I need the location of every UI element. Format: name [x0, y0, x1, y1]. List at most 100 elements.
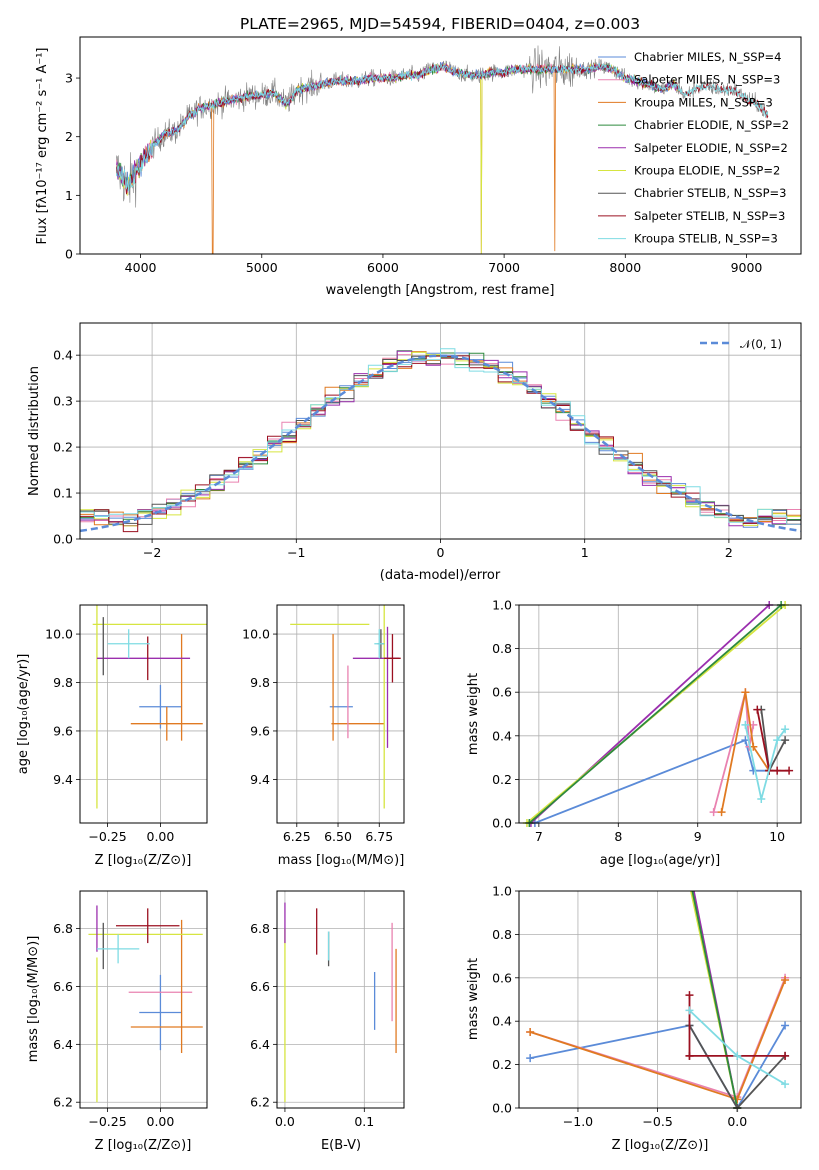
- weight-marker: [526, 1028, 535, 1037]
- residual-histograms: [79, 348, 802, 533]
- residual-legend: 𝒩(0, 1): [700, 337, 782, 351]
- age-m-points: [290, 605, 401, 809]
- w-z-axes: −1.0 −0.5 0.0 0.0 0.2 0.4 0.6 0.8 1.0: [492, 884, 747, 1130]
- x-tick-label: 0.0: [727, 1114, 747, 1129]
- y-tick-label: 6.4: [250, 1037, 270, 1052]
- weight-marker: [785, 766, 794, 775]
- y-tick-label: 0.0: [53, 532, 73, 547]
- residual-axes: −2 −1 0 1 2 0.0 0.1 0.2 0.3 0.4: [53, 348, 733, 560]
- mass-z-grid: [80, 891, 207, 1108]
- weight-line-kroupa-miles: [720, 692, 770, 813]
- x-tick-label: −1: [287, 545, 305, 560]
- model-spectrum-salpeter-elodie: [116, 62, 680, 189]
- weight-marker: [526, 1054, 535, 1063]
- x-tick-label: 8000: [609, 260, 641, 275]
- w-z-grid: [519, 890, 801, 1109]
- x-tick-label: −1.0: [563, 1114, 593, 1129]
- weight-marker: [781, 1021, 790, 1030]
- legend-label: Kroupa ELODIE, N_SSP=2: [634, 164, 780, 178]
- normal-curve: [79, 354, 802, 533]
- w-age-frame: [518, 604, 802, 824]
- spectrum-lines: [116, 45, 769, 254]
- mass-ebv-grid: [277, 891, 404, 1108]
- errorbar-point: [130, 706, 203, 741]
- y-tick-label: 0.4: [492, 1014, 512, 1029]
- y-tick-label: 0.2: [492, 1057, 512, 1072]
- y-tick-label: 9.6: [53, 723, 73, 738]
- x-tick-label: 6.50: [324, 829, 352, 844]
- weight-line-chabrier-stelib: [688, 1025, 786, 1108]
- age-z-frame: [79, 604, 208, 824]
- y-tick-label: 0.8: [492, 641, 512, 656]
- x-tick-label: 1: [581, 545, 589, 560]
- x-tick-label: 6.75: [365, 829, 393, 844]
- x-tick-label: 0.0: [275, 1114, 295, 1129]
- x-tick-label: 6000: [367, 260, 399, 275]
- age-m-grid: [277, 605, 404, 823]
- normal-legend-label: 𝒩(0, 1): [740, 337, 782, 351]
- y-tick-label: 6.8: [53, 921, 73, 936]
- weight-line-chabrier-elodie: [691, 891, 739, 1108]
- mass-ebv-axes: 0.0 0.1 6.2 6.4 6.6 6.8: [250, 921, 374, 1129]
- weight-marker: [757, 795, 766, 804]
- y-tick-label: 0.1: [53, 486, 73, 501]
- w-z-xlabel: Z [log₁₀(Z/Z⊙)]: [612, 1138, 709, 1153]
- y-tick-label: 9.4: [250, 772, 270, 787]
- legend-label: Salpeter ELODIE, N_SSP=2: [634, 141, 788, 155]
- weight-marker: [781, 736, 790, 745]
- residual-panel: −2 −1 0 1 2 0.0 0.1 0.2 0.3 0.4 (data-model)/erro…: [27, 322, 802, 583]
- y-tick-label: 6.4: [53, 1037, 73, 1052]
- y-tick-label: 10.0: [242, 627, 270, 642]
- weight-marker: [741, 688, 750, 697]
- errorbar-point: [96, 934, 140, 964]
- legend-label: Chabrier STELIB, N_SSP=3: [634, 186, 786, 200]
- x-tick-label: 0: [437, 545, 445, 560]
- x-tick-label: 7: [535, 829, 543, 844]
- y-tick-label: 0.4: [53, 348, 73, 363]
- y-tick-label: 0.0: [492, 1101, 512, 1116]
- y-tick-label: 1.0: [492, 884, 512, 899]
- x-tick-label: 7000: [488, 260, 520, 275]
- spectrum-legend: Chabrier MILES, N_SSP=4 Salpeter MILES, N…: [598, 50, 789, 246]
- weight-marker: [709, 808, 718, 817]
- spectrum-panel: PLATE=2965, MJD=54594, FIBERID=0404, z=0…: [35, 15, 802, 298]
- x-tick-label: 6.25: [283, 829, 311, 844]
- model-spectrum-salpeter-miles: [116, 62, 681, 193]
- mass-ebv-xlabel: E(B-V): [321, 1138, 361, 1153]
- errorbar-point: [384, 634, 401, 683]
- residual-xlabel: (data-model)/error: [380, 568, 501, 583]
- errorbar-point: [139, 974, 182, 1051]
- y-tick-label: 0.0: [492, 816, 512, 831]
- y-tick-label: 6.6: [250, 979, 270, 994]
- y-tick-label: 6.6: [53, 979, 73, 994]
- weight-marker: [781, 1080, 790, 1089]
- age-z-grid: [80, 605, 207, 823]
- mass-z-axes: −0.25 0.00 6.2 6.4 6.6 6.8: [53, 921, 174, 1129]
- legend-label: Salpeter MILES, N_SSP=3: [634, 73, 780, 87]
- y-tick-label: 6.2: [53, 1095, 73, 1110]
- w-z-ylabel: mass weight: [466, 958, 481, 1040]
- weight-line-chabrier-miles: [534, 738, 770, 823]
- weight-vs-age-panel: 7 8 9 10 0.0 0.2 0.4 0.6 0.8 1.0 age [log₁₀(age/y…: [466, 598, 802, 868]
- age-vs-metallicity-panel: −0.25 0.00 9.4 9.6 9.8 10.0 Z [log₁₀(Z/Z⊙)] a…: [16, 604, 208, 868]
- x-tick-label: 0.00: [147, 1114, 175, 1129]
- weight-line-kroupa-stelib: [744, 724, 786, 800]
- y-tick-label: 10.0: [45, 627, 73, 642]
- weight-marker: [773, 766, 782, 775]
- x-tick-label: 0.1: [354, 1114, 374, 1129]
- age-m-axes: 6.25 6.50 6.75 9.4 9.6 9.8 10.0: [242, 627, 393, 844]
- weight-marker: [685, 991, 694, 1000]
- residual-frame: [79, 322, 802, 540]
- x-tick-label: 2: [725, 545, 733, 560]
- x-tick-label: 0.00: [147, 829, 175, 844]
- y-tick-label: 2: [65, 129, 73, 144]
- legend-label: Kroupa MILES, N_SSP=3: [634, 95, 773, 109]
- y-tick-label: 3: [65, 71, 73, 86]
- model-spectrum-chabrier-elodie: [116, 62, 681, 190]
- weight-marker: [781, 975, 790, 984]
- errorbar-point: [115, 908, 180, 944]
- spectrum-title: PLATE=2965, MJD=54594, FIBERID=0404, z=0…: [240, 15, 640, 33]
- age-z-axes: −0.25 0.00 9.4 9.6 9.8 10.0: [45, 627, 174, 844]
- mass-z-xlabel: Z [log₁₀(Z/Z⊙)]: [95, 1138, 192, 1153]
